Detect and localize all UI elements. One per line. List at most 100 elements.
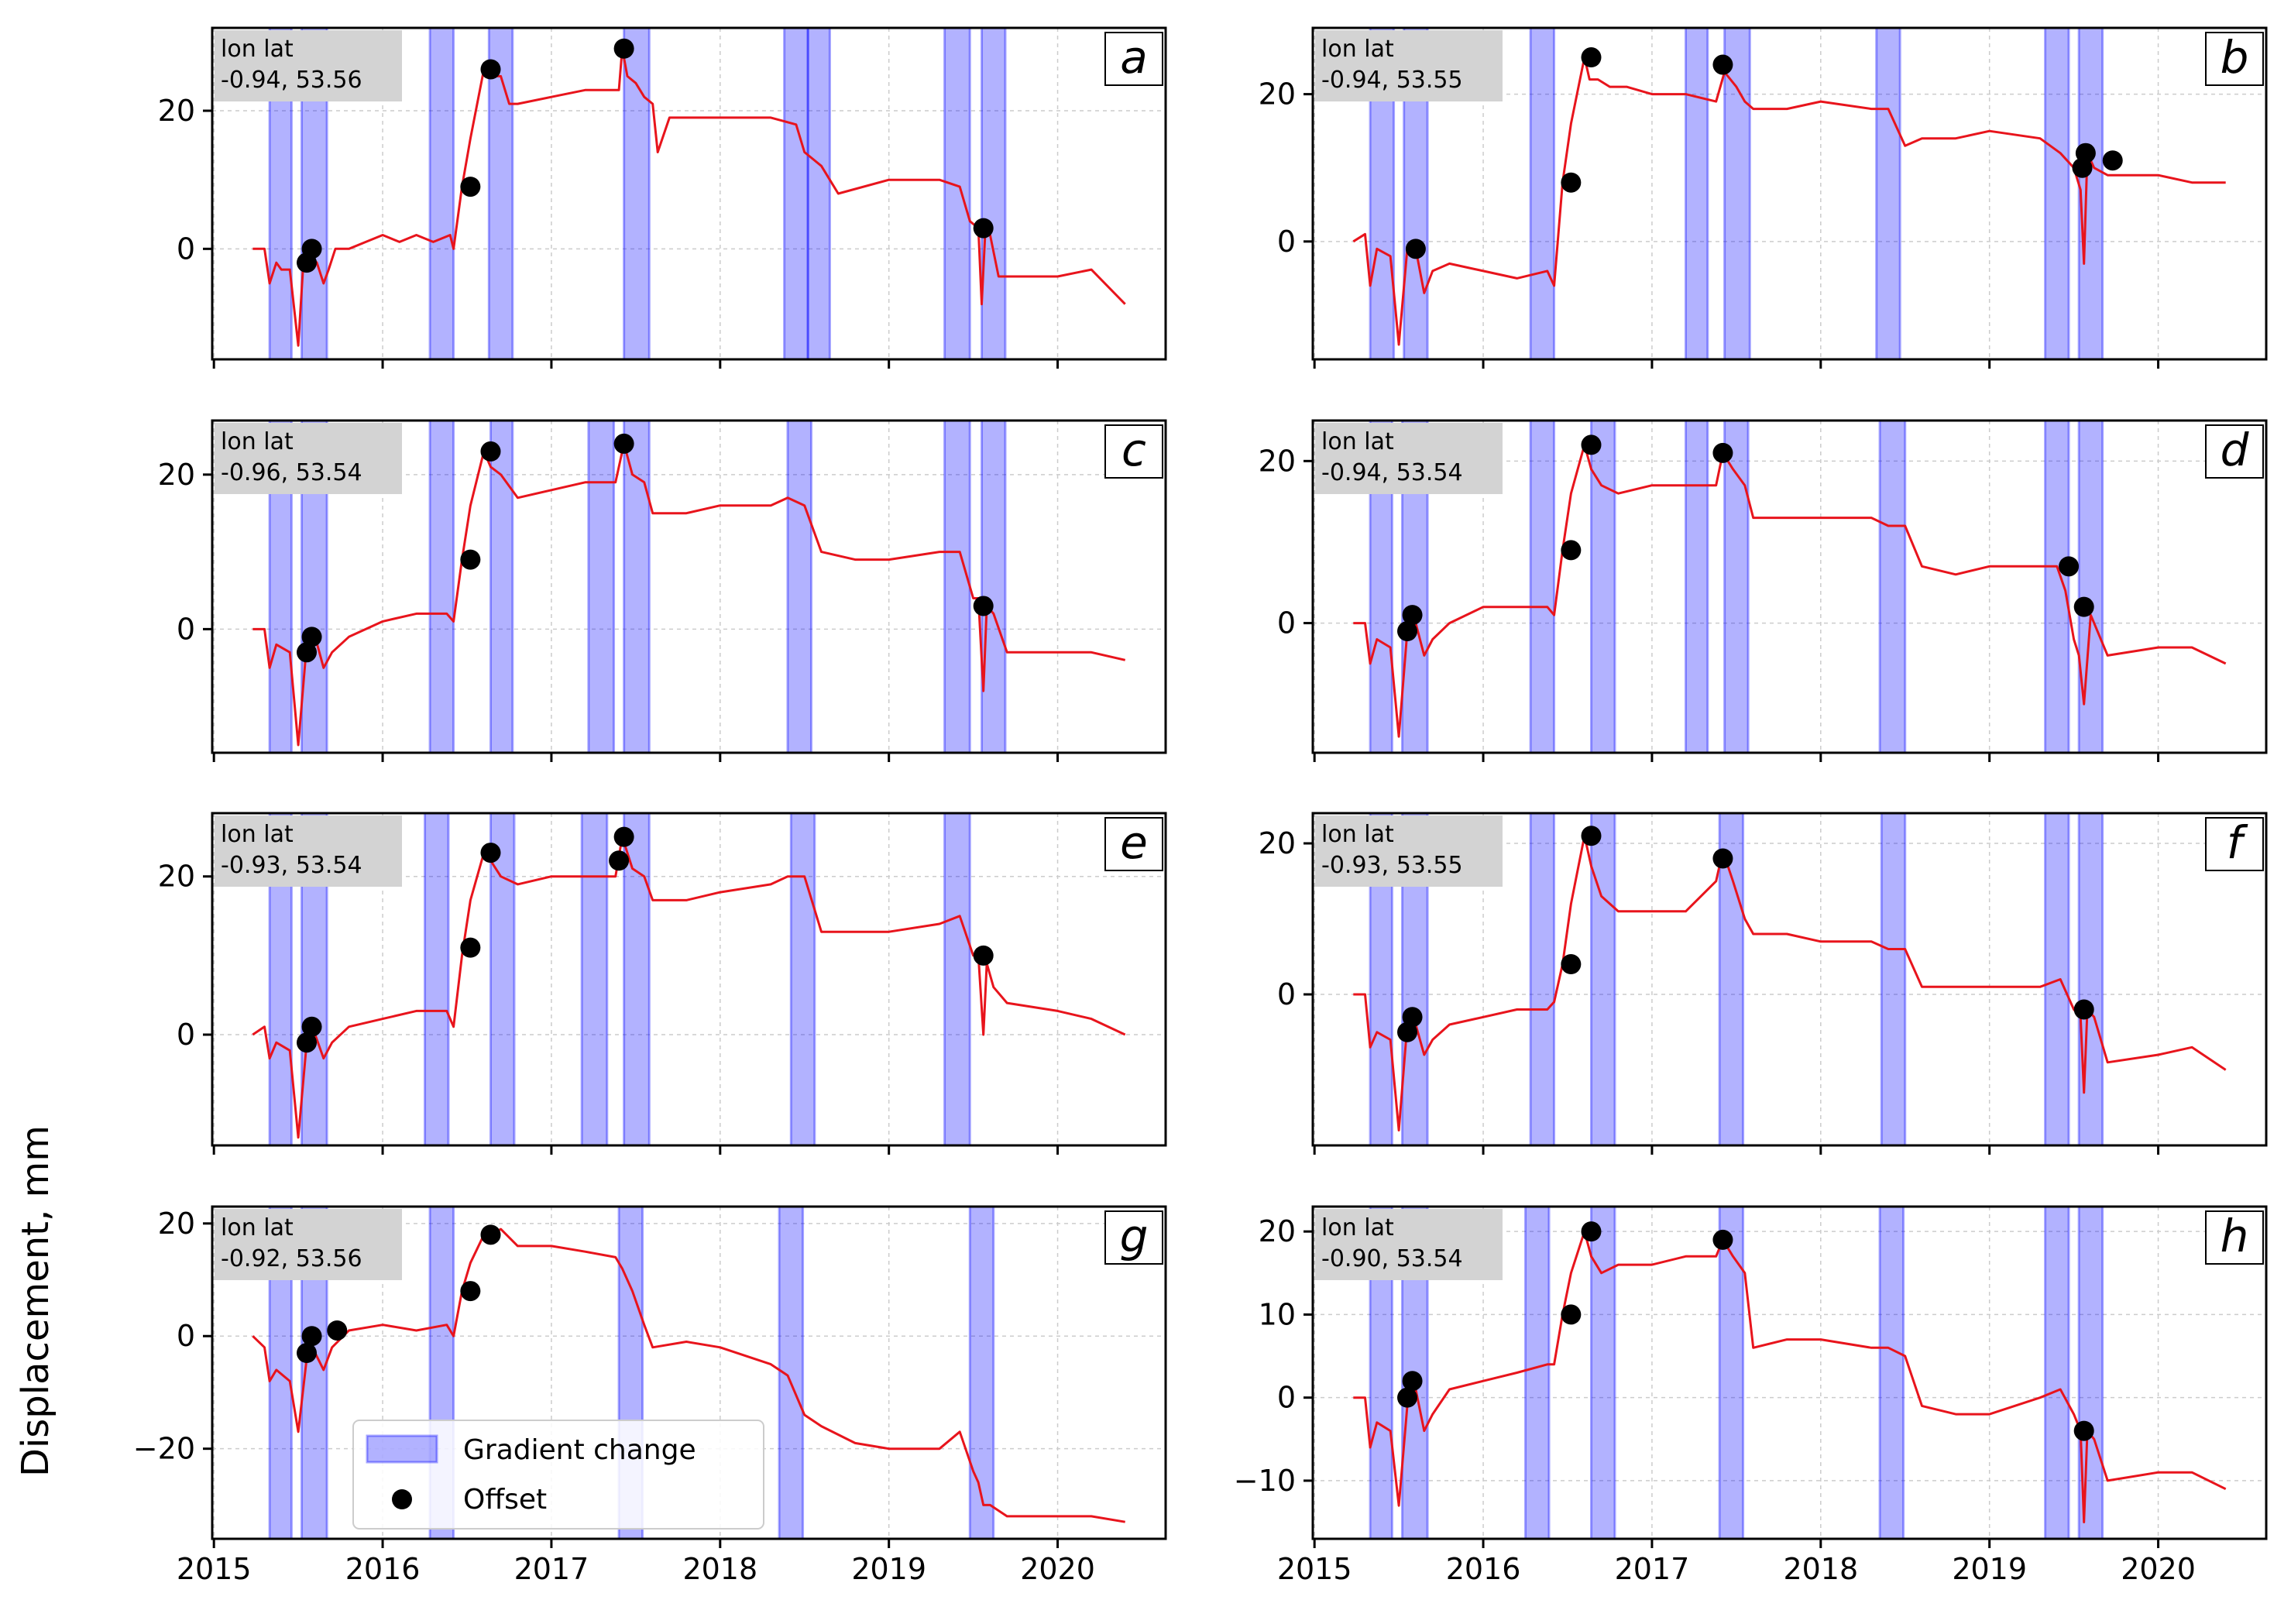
y-tick-label: 20 (158, 458, 195, 492)
offset-point (613, 433, 634, 454)
gradient-change-band (1723, 421, 1750, 753)
gradient-change-band (1723, 28, 1751, 359)
gradient-change-band (1685, 421, 1709, 753)
gradient-change-band (2044, 1207, 2070, 1539)
coords-box (215, 423, 402, 494)
offset-point (973, 218, 994, 239)
y-axis-label: Displacement, mm (14, 1125, 57, 1477)
y-tick-label: 0 (177, 612, 195, 646)
panel-letter-box (2205, 424, 2264, 479)
offset-point (1402, 605, 1423, 626)
coords-label: lon lat (1321, 821, 1394, 848)
y-tick-label: −20 (133, 1432, 195, 1466)
offset-point (2102, 150, 2123, 171)
panel-b: 0 20 lon lat -0.94, 53.55 b (1259, 26, 2268, 369)
x-tick-label: 2015 (1277, 1552, 1352, 1586)
y-tick-label: 0 (1277, 977, 1296, 1011)
x-tick-label: 2020 (1020, 1552, 1095, 1586)
gradient-change-band (806, 28, 831, 359)
offset-point (609, 850, 630, 871)
offset-point (1712, 54, 1733, 75)
coords-value: -0.94, 53.55 (1321, 67, 1463, 94)
gradient-change-band (1529, 813, 1556, 1145)
offset-point (297, 1032, 318, 1053)
coords-box (215, 30, 402, 101)
gradient-change-band (1589, 1207, 1616, 1539)
coords-label: lon lat (221, 36, 294, 63)
gradient-change-band (1589, 421, 1616, 753)
legend-band-swatch (366, 1434, 438, 1464)
offset-point (1561, 1304, 1582, 1325)
panel-letter-box (1104, 1210, 1163, 1265)
gradient-change-band (2044, 421, 2070, 753)
offset-point (973, 945, 994, 966)
panel-letter: c (1121, 424, 1146, 476)
gradient-change-band (580, 813, 609, 1145)
panel-letter-box (1104, 424, 1163, 479)
panel-letter: e (1120, 816, 1148, 869)
gradient-change-band (428, 28, 455, 359)
offset-point (301, 1326, 322, 1347)
offset-point (297, 642, 318, 663)
gradient-change-band (587, 421, 616, 753)
displacement-line (1353, 1230, 2227, 1523)
panel-f: 020 lon lat-0.93, 53.55 f (1259, 812, 2268, 1155)
offset-point (297, 1343, 318, 1364)
legend-offset-label: Offset (463, 1484, 547, 1516)
y-tick-label: 20 (1259, 444, 1296, 478)
offset-point (2073, 596, 2094, 617)
gradient-change-band (943, 813, 971, 1145)
coords-label: lon lat (221, 821, 294, 848)
coords-label: lon lat (221, 428, 294, 455)
panel-frame (1311, 1205, 2268, 1540)
offset-point (613, 38, 634, 59)
panel-letter: a (1120, 31, 1148, 84)
y-tick-label: 0 (177, 232, 195, 266)
x-tick-label: 2015 (177, 1552, 252, 1586)
panel-letter: h (2221, 1210, 2249, 1262)
coords-label: lon lat (221, 1214, 294, 1241)
displacement-line (252, 47, 1126, 347)
offset-point (460, 1281, 481, 1302)
offset-point (1581, 826, 1602, 846)
offset-point (480, 59, 501, 80)
x-tick-label: 2016 (345, 1552, 421, 1586)
offset-point (2073, 1420, 2094, 1441)
gradient-change-band (1718, 813, 1745, 1145)
panel-e: 0 20 lon lat -0.93, 53.54 e (158, 812, 1167, 1155)
coords-value: -0.96, 53.54 (221, 459, 362, 486)
legend-frame (352, 1420, 764, 1530)
panel-frame (211, 26, 1167, 361)
coords-box (215, 1209, 402, 1280)
y-tick-label: 0 (1277, 1381, 1296, 1415)
offset-point (460, 177, 481, 197)
gradient-change-band (981, 28, 1007, 359)
offset-point (1712, 442, 1733, 463)
offset-point (973, 596, 994, 616)
coords-value: -0.90, 53.54 (1321, 1245, 1463, 1272)
gradient-change-band (789, 813, 816, 1145)
offset-point (1581, 1221, 1602, 1242)
offset-point (1402, 1007, 1423, 1028)
gradient-change-band (489, 813, 516, 1145)
coords-box (1315, 815, 1503, 887)
legend: Gradient change Offset (352, 1420, 764, 1530)
offset-point (1397, 1387, 1418, 1408)
offset-point (480, 843, 501, 864)
offset-point (1581, 434, 1602, 455)
coords-box (1315, 1209, 1503, 1280)
gradient-change-band (1524, 1207, 1551, 1539)
offset-point (1402, 1371, 1423, 1392)
panel-letter-box (2205, 817, 2264, 871)
gradient-change-band (786, 421, 812, 753)
coords-label: lon lat (1321, 1214, 1394, 1241)
gradient-change-band (2077, 813, 2104, 1145)
offset-point (1712, 848, 1733, 869)
gradient-change-band (1685, 28, 1709, 359)
coords-label: lon lat (1321, 428, 1394, 455)
gradient-change-band (1718, 1207, 1745, 1539)
gradient-change-band (2077, 28, 2104, 359)
y-tick-label: 0 (177, 1319, 195, 1353)
panel-c: 0 20 lon lat -0.96, 53.54 c (158, 419, 1167, 762)
